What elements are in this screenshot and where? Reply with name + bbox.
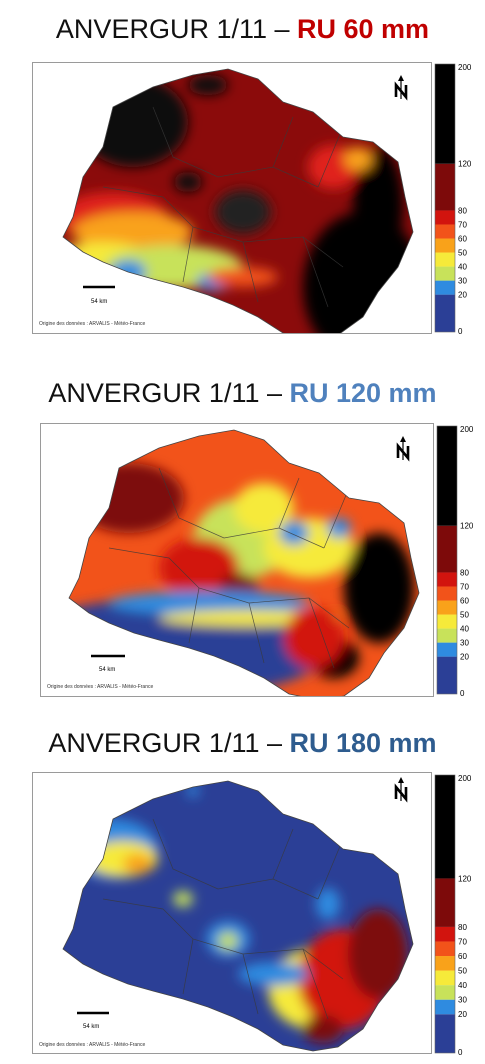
legend-tick-label: 20: [458, 1010, 467, 1019]
legend-band-20-30: [435, 280, 455, 295]
panel-title-ru-60: ANVERGUR 1/11 – RU 60 mm: [0, 14, 485, 45]
legend-tick-label: 60: [460, 597, 469, 606]
legend-band-20-30: [437, 642, 457, 657]
ru-label: RU 180 mm: [289, 728, 437, 758]
legend-frame: [436, 425, 458, 695]
legend-band-0-20: [437, 656, 457, 694]
legend-band-40-50: [435, 252, 455, 267]
legend-band-70-80: [435, 210, 455, 225]
scale-bar: 54 km: [83, 285, 115, 305]
legend-tick-label: 30: [460, 639, 469, 648]
legend-ru-60: 200 120 80 70 60 50 40 30 20 0: [434, 62, 484, 339]
legend-frame: [434, 63, 456, 333]
legend-band-70-80: [437, 572, 457, 587]
legend-band-60-70: [435, 224, 455, 239]
legend-band-120-200: [435, 64, 455, 164]
panel-title-ru-180: ANVERGUR 1/11 – RU 180 mm: [0, 728, 485, 759]
scale-bar: 54 km: [91, 654, 125, 673]
legend-tick-label: 80: [460, 568, 469, 577]
legend-tick-label: 120: [460, 522, 474, 531]
legend-tick-label: 200: [460, 425, 474, 434]
legend-band-80-120: [437, 525, 457, 573]
title-prefix: ANVERGUR 1/11 –: [48, 728, 290, 758]
legend-tick-label: 30: [458, 277, 467, 286]
legend-band-40-50: [437, 614, 457, 629]
map-ru-180: 54 km Origine des données : ARVALIS - Mé…: [39, 777, 414, 1052]
legend-tick-label: 70: [458, 220, 467, 229]
legend-tick-label: 50: [458, 249, 467, 258]
map-panel-ru-120: 54 km Origine des données : ARVALIS - Mé…: [40, 423, 434, 701]
legend-band-120-200: [437, 426, 457, 526]
legend-tick-label: 50: [458, 967, 467, 976]
legend-tick-label: 70: [458, 937, 467, 946]
legend-tick-label: 80: [458, 206, 467, 215]
ru-label: RU 60 mm: [297, 14, 430, 44]
legend-band-60-70: [437, 586, 457, 601]
scale-bar: 54 km: [77, 1011, 109, 1030]
legend-band-50-60: [435, 956, 455, 971]
legend-tick-label: 0: [458, 327, 463, 334]
legend-band-50-60: [437, 600, 457, 615]
legend-band-40-50: [435, 970, 455, 986]
north-arrow-icon: [394, 777, 408, 803]
legend-tick-label: 200: [458, 774, 472, 783]
legend-tick-label: 40: [458, 263, 467, 272]
legend-tick-label: 0: [458, 1048, 463, 1055]
scale-label: 54 km: [99, 667, 115, 673]
title-prefix: ANVERGUR 1/11 –: [55, 14, 298, 44]
legend-tick-label: 0: [460, 689, 465, 696]
source-note: Origine des données : ARVALIS - Météo-Fr…: [39, 321, 145, 327]
map-panel-ru-180: 54 km Origine des données : ARVALIS - Mé…: [32, 772, 432, 1054]
legend-tick-label: 40: [460, 625, 469, 634]
legend-tick-label: 60: [458, 952, 467, 961]
legend-band-0-20: [435, 294, 455, 332]
north-arrow-icon: [394, 75, 408, 101]
title-prefix: ANVERGUR 1/11 –: [48, 378, 290, 408]
source-note: Origine des données : ARVALIS - Météo-Fr…: [47, 684, 153, 690]
map-ru-120: 54 km Origine des données : ARVALIS - Mé…: [47, 429, 420, 701]
legend-band-50-60: [435, 238, 455, 253]
legend-ru-180: 200 120 80 70 60 50 40 30 20 0: [434, 773, 484, 1060]
legend-band-30-40: [435, 985, 455, 1000]
map-ru-60: 54 km Origine des données : ARVALIS - Mé…: [39, 68, 414, 340]
legend-frame: [434, 774, 456, 1054]
map-panel-ru-60: 54 km Origine des données : ARVALIS - Mé…: [32, 62, 432, 340]
scale-label: 54 km: [83, 1024, 99, 1030]
legend-band-30-40: [437, 628, 457, 643]
scale-label: 54 km: [91, 299, 107, 305]
legend-tick-label: 70: [460, 582, 469, 591]
legend-band-80-120: [435, 878, 455, 927]
panel-title-ru-120: ANVERGUR 1/11 – RU 120 mm: [0, 378, 485, 409]
legend-ru-120: 200 120 80 70 60 50 40 30 20 0: [436, 424, 484, 701]
legend-band-30-40: [435, 266, 455, 281]
legend-tick-label: 40: [458, 981, 467, 990]
legend-band-70-80: [435, 926, 455, 942]
legend-band-20-30: [435, 999, 455, 1015]
legend-tick-label: 20: [460, 653, 469, 662]
legend-tick-label: 120: [458, 874, 472, 883]
legend-tick-label: 80: [458, 923, 467, 932]
legend-band-120-200: [435, 775, 455, 879]
legend-band-0-20: [435, 1014, 455, 1053]
legend-tick-label: 20: [458, 291, 467, 300]
legend-tick-label: 50: [460, 611, 469, 620]
north-arrow-icon: [396, 436, 410, 462]
legend-tick-label: 200: [458, 63, 472, 72]
ru-label: RU 120 mm: [289, 378, 437, 408]
source-note: Origine des données : ARVALIS - Météo-Fr…: [39, 1042, 145, 1048]
legend-band-80-120: [435, 163, 455, 211]
legend-band-60-70: [435, 941, 455, 957]
legend-tick-label: 60: [458, 235, 467, 244]
legend-tick-label: 120: [458, 160, 472, 169]
legend-tick-label: 30: [458, 996, 467, 1005]
